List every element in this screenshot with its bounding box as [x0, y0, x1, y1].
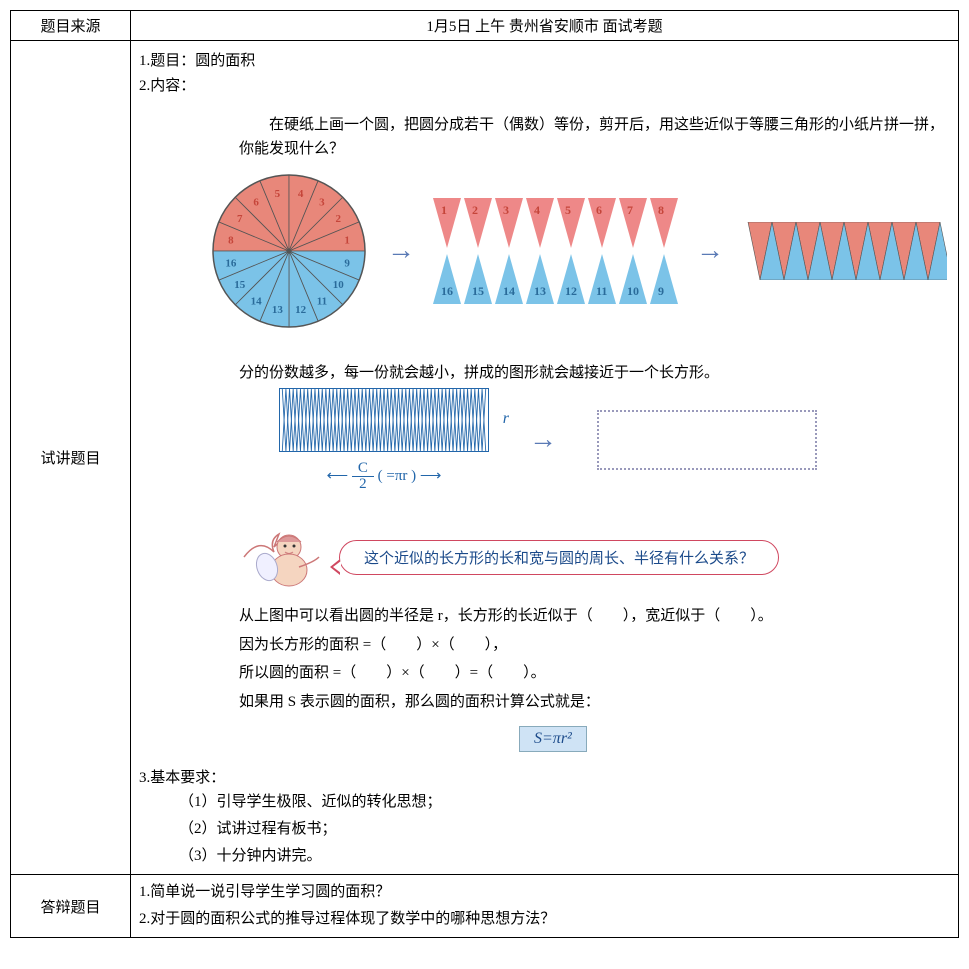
arrow-3-icon: → — [529, 424, 557, 456]
requirements-heading: 3.基本要求： — [139, 766, 950, 787]
row-content: 试讲题目 1.题目：圆的面积 2.内容： 在硬纸上画一个圆，把圆分成若干（偶数）… — [11, 41, 959, 875]
svg-text:10: 10 — [333, 279, 345, 291]
svg-text:12: 12 — [295, 304, 307, 316]
intro-text: 在硬纸上画一个圆，把圆分成若干（偶数）等份，剪开后，用这些近似于等腰三角形的小纸… — [239, 113, 950, 161]
svg-text:11: 11 — [317, 295, 327, 307]
heading-2: 2.内容： — [139, 74, 950, 95]
svg-text:3: 3 — [319, 197, 325, 209]
bottom-triangle-row: 161514131211109 — [433, 254, 678, 304]
r-label: r — [503, 410, 509, 428]
der-line-1: 从上图中可以看出圆的半径是 r，长方形的长近似于（ ），宽近似于（ ）。 — [239, 602, 950, 631]
cell-content-body: 1.题目：圆的面积 2.内容： 在硬纸上画一个圆，把圆分成若干（偶数）等份，剪开… — [131, 41, 959, 875]
row-source: 题目来源 1月5日 上午 贵州省安顺市 面试考题 — [11, 11, 959, 41]
wave-rect: r ⟵ C2 ( =πr ) ⟶ — [279, 388, 489, 492]
svg-text:6: 6 — [253, 197, 259, 209]
row-defense: 答辩题目 1.简单说一说引导学生学习圆的面积？ 2.对于圆的面积公式的推导过程体… — [11, 875, 959, 938]
req-2: （2）试讲过程有板书； — [179, 816, 950, 843]
der-line-3: 所以圆的面积 =（ ）×（ ）=（ ）。 — [239, 659, 950, 688]
formula-box: S=πr² — [519, 726, 950, 752]
der-line-4: 如果用 S 表示圆的面积，那么圆的面积计算公式就是： — [239, 688, 950, 717]
defense-q1: 1.简单说一说引导学生学习圆的面积？ — [139, 879, 950, 906]
svg-text:7: 7 — [237, 213, 243, 225]
separated-triangles: 12345678 161514131211109 — [433, 198, 678, 304]
speech-text: 这个近似的长方形的长和宽与圆的周长、半径有什么关系？ — [339, 540, 779, 575]
heading-1: 1.题目：圆的面积 — [139, 49, 950, 70]
intro2-text: 分的份数越多，每一份就会越小，拼成的图形就会越接近于一个长方形。 — [239, 361, 950, 382]
req-1: （1）引导学生极限、近似的转化思想； — [179, 789, 950, 816]
arrow-1-icon: → — [387, 235, 415, 267]
defense-q2: 2.对于圆的面积公式的推导过程体现了数学中的哪种思想方法？ — [139, 906, 950, 933]
diagram-2: r ⟵ C2 ( =πr ) ⟶ → — [279, 388, 950, 492]
req-3: （3）十分钟内讲完。 — [179, 843, 950, 870]
svg-text:8: 8 — [228, 234, 234, 246]
speech-bubble-row: 这个近似的长方形的长和宽与圆的周长、半径有什么关系？ — [239, 522, 950, 592]
derivation: 从上图中可以看出圆的半径是 r，长方形的长近似于（ ），宽近似于（ ）。 因为长… — [239, 602, 950, 716]
c-suffix: ( =πr ) — [378, 468, 417, 484]
circle-figure: 876 5 4 321 9 10 11 12 13 14 15 16 — [209, 171, 369, 331]
cell-source-label: 题目来源 — [11, 11, 131, 41]
arrow-2-icon: → — [696, 235, 724, 267]
c-label: ⟵ C2 ( =πr ) ⟶ — [279, 461, 489, 492]
angel-svg — [239, 522, 329, 592]
cell-defense-body: 1.简单说一说引导学生学习圆的面积？ 2.对于圆的面积公式的推导过程体现了数学中… — [131, 875, 959, 938]
dotted-rect — [597, 410, 817, 470]
svg-text:9: 9 — [344, 258, 350, 270]
circle-svg: 876 5 4 321 9 10 11 12 13 14 15 16 — [209, 171, 369, 331]
angel-icon — [239, 522, 329, 592]
svg-text:13: 13 — [272, 304, 284, 316]
merged-rect — [742, 222, 947, 280]
merged-svg — [742, 222, 947, 280]
cell-content-label: 试讲题目 — [11, 41, 131, 875]
svg-text:14: 14 — [251, 295, 263, 307]
svg-text:5: 5 — [275, 188, 281, 200]
der-line-2: 因为长方形的面积 =（ ）×（ ）， — [239, 631, 950, 660]
svg-text:16: 16 — [225, 258, 237, 270]
svg-text:4: 4 — [298, 188, 304, 200]
exam-table: 题目来源 1月5日 上午 贵州省安顺市 面试考题 试讲题目 1.题目：圆的面积 … — [10, 10, 959, 938]
svg-text:1: 1 — [344, 234, 350, 246]
bracket-left: ⟵ — [327, 468, 349, 484]
top-triangle-row: 12345678 — [433, 198, 678, 248]
svg-text:2: 2 — [336, 213, 342, 225]
cell-defense-label: 答辩题目 — [11, 875, 131, 938]
wave-svg — [279, 388, 489, 452]
diagram-1: 876 5 4 321 9 10 11 12 13 14 15 16 → 12345678 16151… — [209, 171, 950, 331]
cell-source-content: 1月5日 上午 贵州省安顺市 面试考题 — [131, 11, 959, 41]
bracket-right: ⟶ — [420, 468, 442, 484]
fraction-icon: C2 — [352, 461, 374, 492]
svg-text:15: 15 — [234, 279, 246, 291]
